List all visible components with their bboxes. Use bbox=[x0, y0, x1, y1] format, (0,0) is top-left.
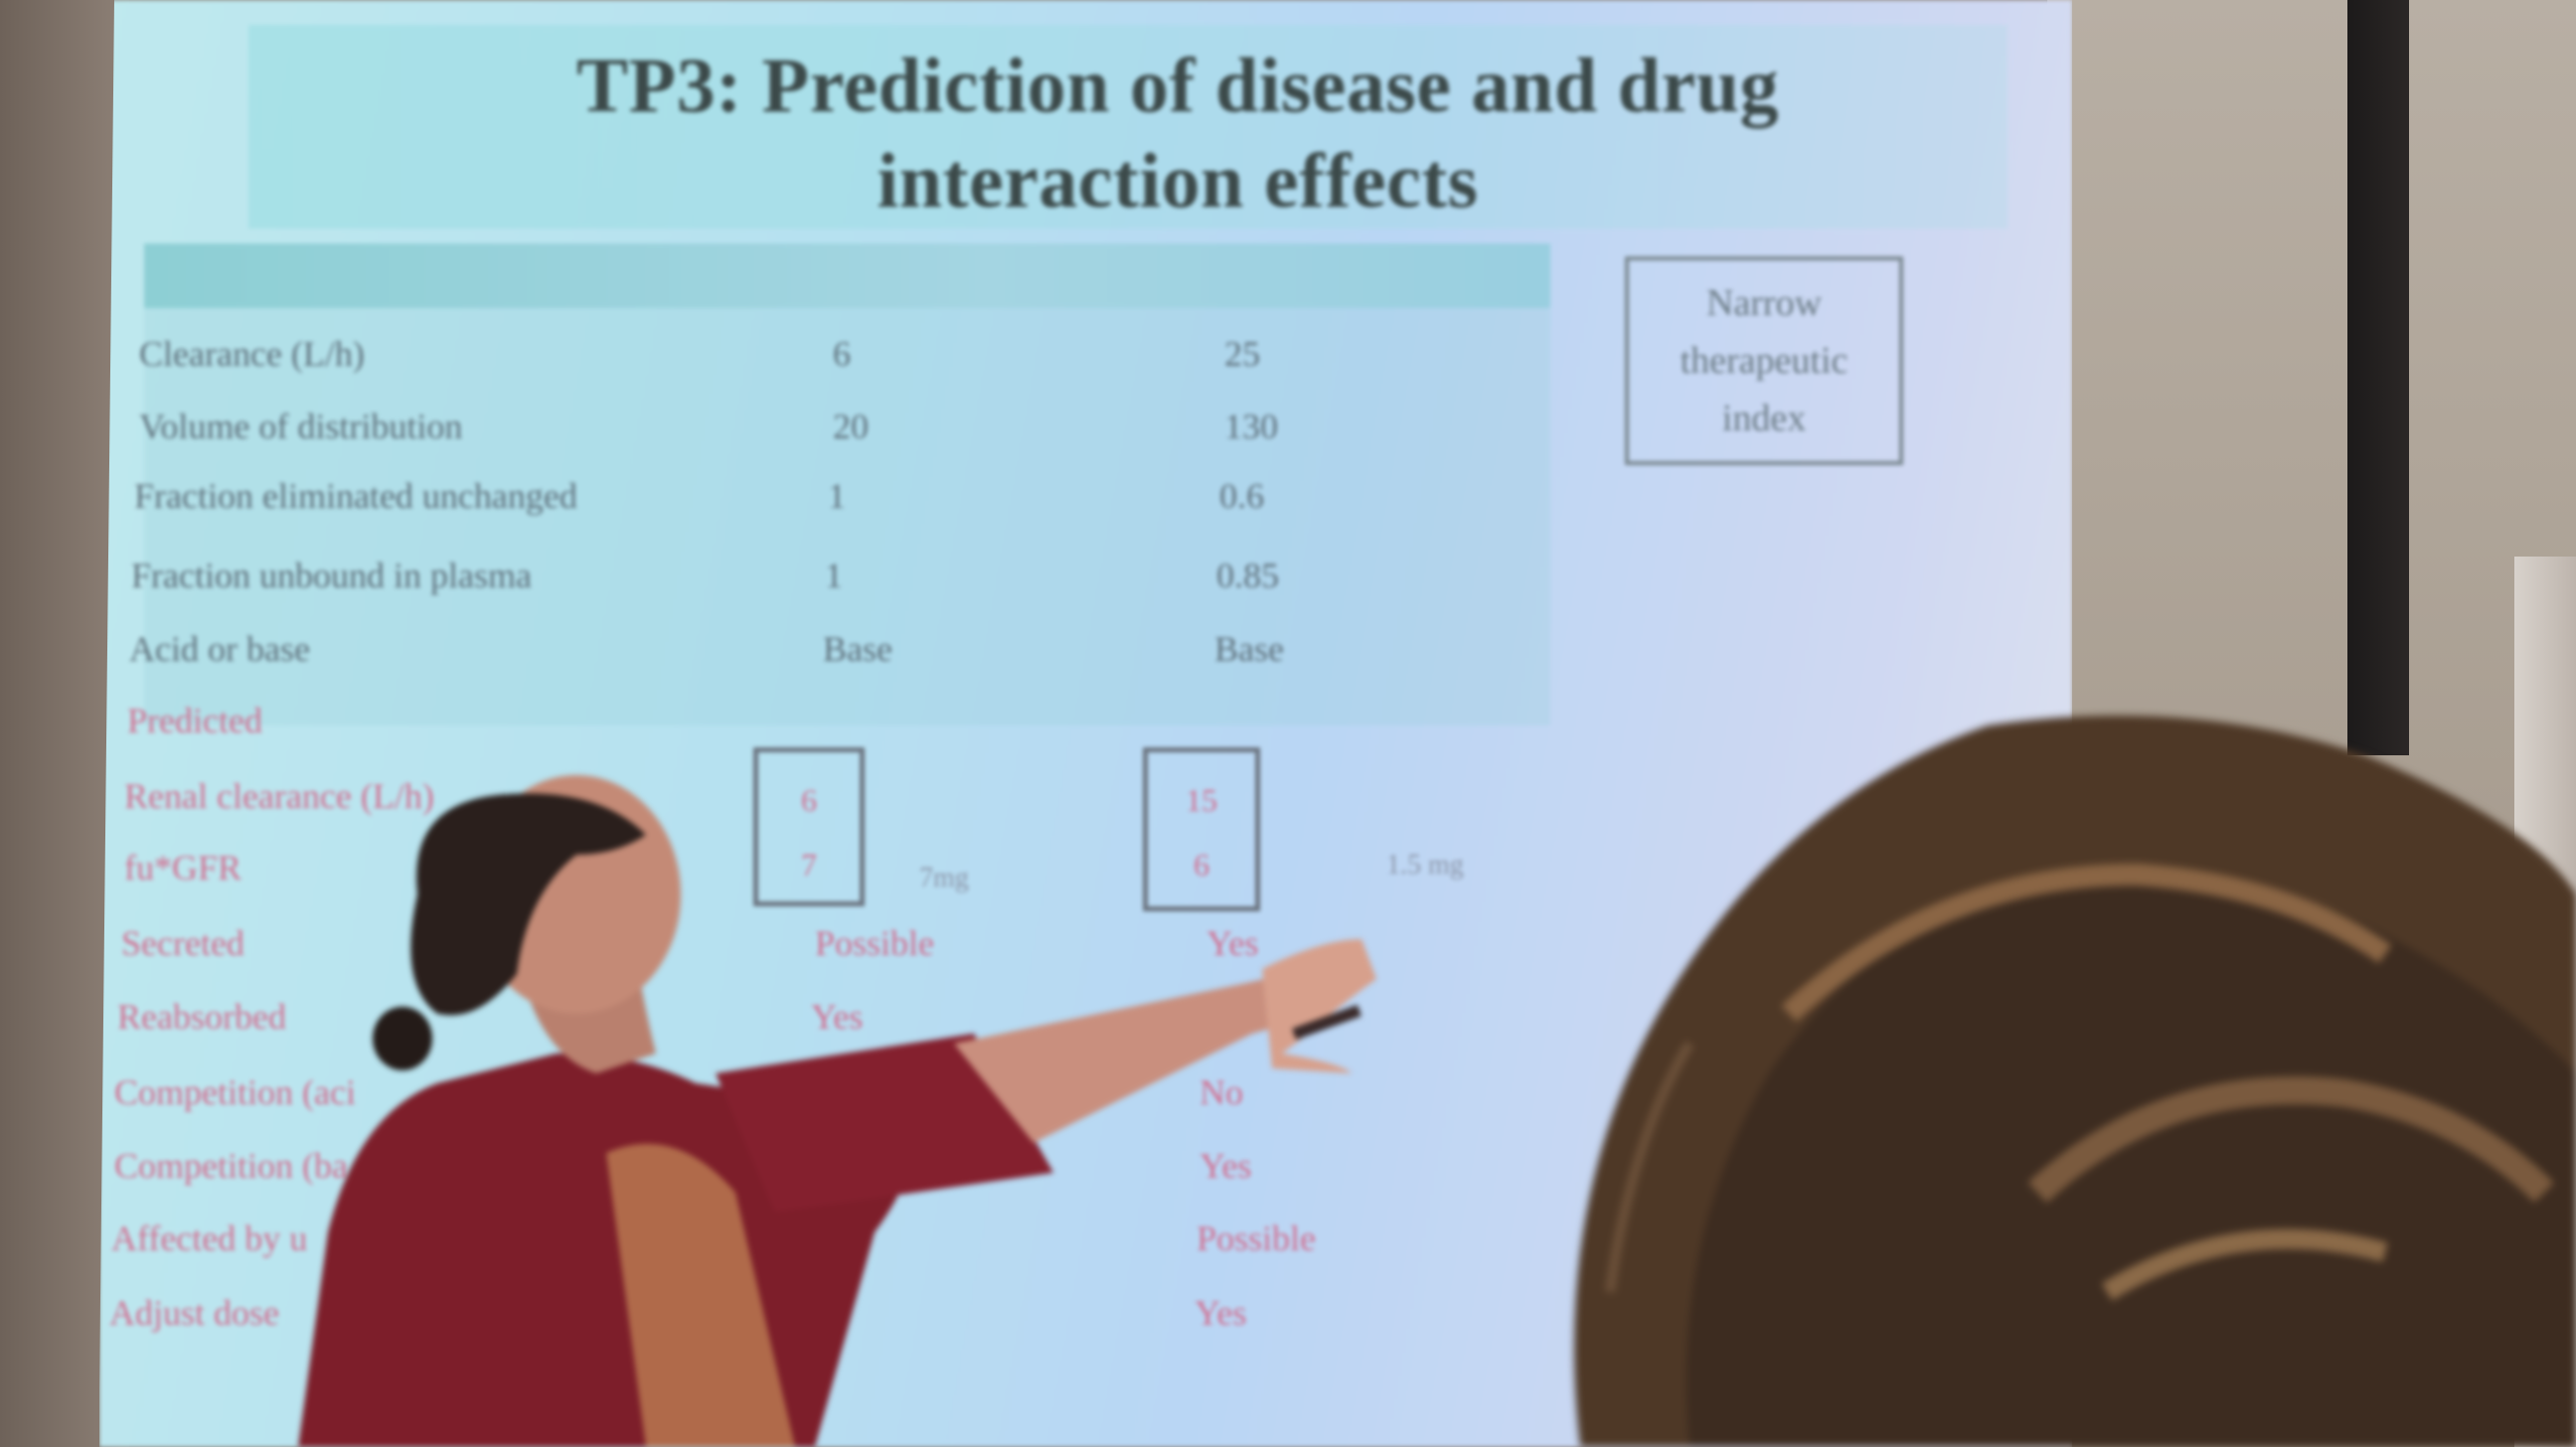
slide-title-line1: TP3: Prediction of disease and drug bbox=[576, 42, 1779, 128]
row-label: Reabsorbed bbox=[117, 997, 286, 1037]
table-row: Predicted bbox=[127, 700, 1618, 759]
note-a: 7mg bbox=[919, 863, 969, 893]
row-label: Acid or base bbox=[129, 629, 310, 669]
value-drug-b: 25 bbox=[1224, 334, 1260, 374]
table-row: Affected by u Possible bbox=[111, 1217, 1602, 1277]
screen-frame bbox=[2347, 0, 2409, 755]
box-b-value-2: 6 bbox=[1194, 847, 1209, 883]
value-drug-a: Base bbox=[823, 629, 892, 669]
value-drug-b: 0.6 bbox=[1219, 476, 1264, 516]
box-a-value-2: 7 bbox=[801, 847, 817, 883]
table-row: Reabsorbed Yes bbox=[117, 996, 1608, 1055]
slide-title: TP3: Prediction of disease and drug inte… bbox=[298, 38, 2057, 229]
row-label: Affected by u bbox=[111, 1218, 308, 1258]
table-row: Renal clearance (L/h) bbox=[124, 775, 1615, 835]
row-label: fu*GFR bbox=[124, 848, 242, 887]
box-a-value-1: 6 bbox=[801, 782, 817, 818]
row-label: Secreted bbox=[121, 923, 244, 963]
row-label: Predicted bbox=[127, 701, 262, 740]
value-drug-a: Possible bbox=[815, 923, 935, 963]
table-row: Volume of distribution 20 130 bbox=[139, 405, 1630, 465]
table-row: Acid or base Base Base bbox=[129, 628, 1620, 688]
table-row: fu*GFR bbox=[124, 847, 1615, 906]
narrow-therapeutic-index-box: Narrow therapeutic index bbox=[1625, 256, 1903, 465]
value-drug-a: 6 bbox=[833, 334, 851, 374]
value-drug-a: 20 bbox=[833, 406, 869, 446]
table-background bbox=[144, 308, 1550, 725]
renal-clearance-box-b: 15 6 bbox=[1143, 747, 1260, 911]
row-label: Adjust dose bbox=[109, 1293, 279, 1333]
value-drug-b: Possible bbox=[1197, 1218, 1317, 1258]
box-b-value-1: 15 bbox=[1186, 782, 1217, 818]
narrow-therapeutic-index-label: Narrow therapeutic index bbox=[1680, 282, 1849, 439]
table-row: Fraction eliminated unchanged 1 0.6 bbox=[134, 475, 1625, 535]
value-drug-b: 130 bbox=[1224, 406, 1278, 446]
renal-clearance-box-a: 6 7 bbox=[753, 747, 865, 906]
row-label: Renal clearance (L/h) bbox=[124, 776, 434, 816]
table-row: Clearance (L/h) 6 25 bbox=[139, 333, 1630, 393]
row-label: Clearance (L/h) bbox=[139, 334, 365, 374]
table-header-bar bbox=[144, 243, 1550, 308]
value-drug-b: Yes bbox=[1195, 1293, 1247, 1333]
value-drug-a: 1 bbox=[828, 476, 846, 516]
value-drug-b: Base bbox=[1214, 629, 1284, 669]
row-label: Fraction eliminated unchanged bbox=[134, 476, 577, 516]
value-drug-a: 1 bbox=[825, 556, 843, 595]
note-b: 1.5 mg bbox=[1386, 850, 1464, 881]
row-label: Volume of distribution bbox=[139, 406, 463, 446]
slide-title-line2: interaction effects bbox=[877, 137, 1479, 224]
value-drug-b: Yes bbox=[1200, 1146, 1252, 1186]
value-drug-b: 0.85 bbox=[1216, 556, 1279, 595]
title-band bbox=[248, 25, 2008, 229]
row-label: Fraction unbound in plasma bbox=[131, 556, 532, 595]
value-drug-a: Yes bbox=[811, 997, 864, 1037]
table-row: Adjust dose Yes bbox=[109, 1292, 1600, 1352]
table-row: Fraction unbound in plasma 1 0.85 bbox=[131, 555, 1622, 614]
